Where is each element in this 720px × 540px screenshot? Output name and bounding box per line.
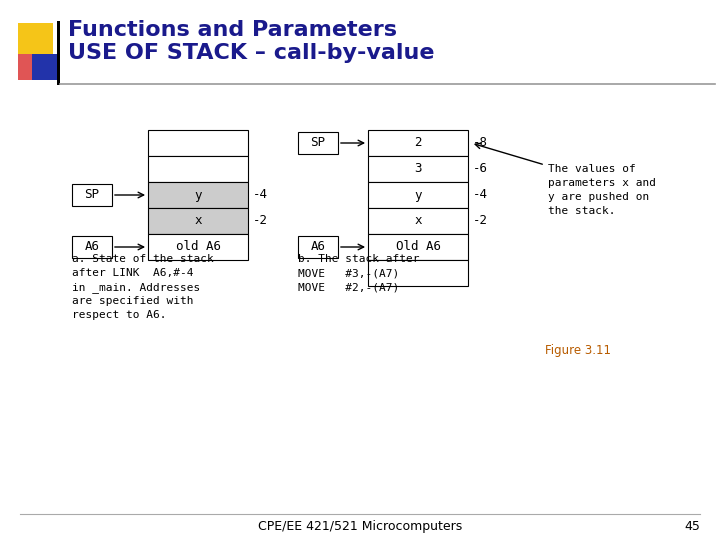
Text: 3: 3 <box>414 163 422 176</box>
Text: a. State of the stack: a. State of the stack <box>72 254 214 264</box>
Text: y: y <box>414 188 422 201</box>
Text: x: x <box>194 214 202 227</box>
Text: 45: 45 <box>684 520 700 533</box>
Text: -6: -6 <box>473 163 488 176</box>
Bar <box>368 156 468 182</box>
Bar <box>298 236 338 258</box>
Text: in _main. Addresses: in _main. Addresses <box>72 282 200 293</box>
Text: USE OF STACK – call-by-value: USE OF STACK – call-by-value <box>68 43 434 63</box>
Text: after LINK  A6,#-4: after LINK A6,#-4 <box>72 268 194 278</box>
Text: are specified with: are specified with <box>72 296 194 306</box>
Bar <box>368 130 468 156</box>
Bar <box>148 234 248 260</box>
Text: The values of: The values of <box>548 164 636 174</box>
Text: old A6: old A6 <box>176 240 220 253</box>
Text: MOVE   #3,-(A7): MOVE #3,-(A7) <box>298 268 400 278</box>
Bar <box>18 23 53 58</box>
Bar <box>18 54 44 80</box>
Text: CPE/EE 421/521 Microcomputers: CPE/EE 421/521 Microcomputers <box>258 520 462 533</box>
Bar <box>57 21 60 85</box>
Text: 2: 2 <box>414 137 422 150</box>
Text: MOVE   #2,-(A7): MOVE #2,-(A7) <box>298 282 400 292</box>
Text: y: y <box>194 188 202 201</box>
Text: SP: SP <box>310 137 325 150</box>
Text: Old A6: Old A6 <box>395 240 441 253</box>
Text: x: x <box>414 214 422 227</box>
Bar <box>72 184 112 206</box>
Text: the stack.: the stack. <box>548 206 616 216</box>
Text: parameters x and: parameters x and <box>548 178 656 188</box>
Text: -4: -4 <box>473 188 488 201</box>
Bar <box>148 130 248 156</box>
Text: Figure 3.11: Figure 3.11 <box>545 344 611 357</box>
Text: respect to A6.: respect to A6. <box>72 310 166 320</box>
Bar <box>368 260 468 286</box>
Bar <box>368 208 468 234</box>
Bar <box>32 54 58 80</box>
Bar <box>72 236 112 258</box>
Text: b. The stack after: b. The stack after <box>298 254 420 264</box>
Text: Functions and Parameters: Functions and Parameters <box>68 20 397 40</box>
Bar <box>148 208 248 234</box>
Bar <box>368 234 468 260</box>
Bar <box>148 182 248 208</box>
Text: A6: A6 <box>310 240 325 253</box>
Text: A6: A6 <box>84 240 99 253</box>
Bar <box>148 156 248 182</box>
Text: -4: -4 <box>253 188 268 201</box>
Bar <box>368 182 468 208</box>
Text: -2: -2 <box>253 214 268 227</box>
Text: SP: SP <box>84 188 99 201</box>
Bar <box>298 132 338 154</box>
Text: y are pushed on: y are pushed on <box>548 192 649 202</box>
Text: -8: -8 <box>473 137 488 150</box>
Text: -2: -2 <box>473 214 488 227</box>
